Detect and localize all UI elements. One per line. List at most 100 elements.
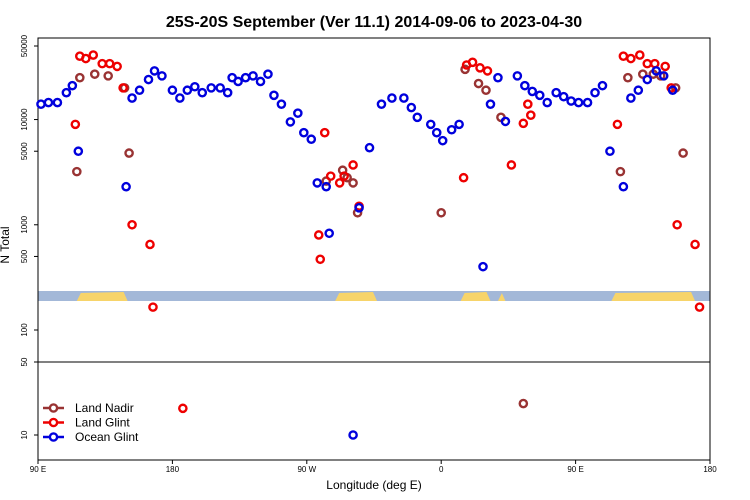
data-point xyxy=(597,80,608,91)
y-tick-label: 50000 xyxy=(20,34,29,57)
data-point xyxy=(348,430,358,440)
x-tick-label: 0 xyxy=(439,465,444,474)
data-point xyxy=(285,117,296,127)
data-point xyxy=(523,99,533,109)
data-point xyxy=(233,76,243,87)
data-point xyxy=(387,93,397,103)
data-point xyxy=(678,148,688,158)
data-point xyxy=(649,58,660,69)
data-point xyxy=(43,97,54,108)
data-point xyxy=(436,207,447,218)
data-point xyxy=(437,135,448,146)
data-point xyxy=(623,72,633,83)
data-point xyxy=(475,63,485,73)
x-tick-label: 90 E xyxy=(30,465,46,474)
data-point xyxy=(134,85,145,96)
data-point xyxy=(618,51,629,61)
data-point xyxy=(406,102,417,113)
legend-label: Land Nadir xyxy=(75,401,134,415)
data-point xyxy=(658,71,669,81)
data-point xyxy=(72,166,82,177)
data-point xyxy=(672,219,682,230)
data-point xyxy=(506,160,517,170)
data-point xyxy=(127,93,137,103)
plot-frame xyxy=(37,37,711,461)
data-point xyxy=(615,166,626,177)
data-point xyxy=(276,99,287,109)
data-point xyxy=(512,71,523,81)
data-point xyxy=(542,97,553,108)
data-point xyxy=(638,69,648,79)
data-point xyxy=(518,118,529,129)
data-point xyxy=(206,83,217,93)
data-point xyxy=(88,50,99,60)
data-point xyxy=(642,74,653,85)
data-point xyxy=(73,146,84,157)
data-point xyxy=(319,127,330,138)
land-segment xyxy=(460,292,491,301)
x-tick-label: 180 xyxy=(166,465,180,474)
data-point xyxy=(222,87,233,98)
data-point xyxy=(145,239,155,250)
data-point xyxy=(321,181,332,192)
y-tick-label: 10000 xyxy=(20,108,29,131)
data-point xyxy=(573,97,584,108)
data-point xyxy=(97,58,108,69)
x-tick-label: 180 xyxy=(703,465,717,474)
data-point xyxy=(590,87,600,98)
data-point xyxy=(582,97,593,108)
data-point xyxy=(605,146,615,157)
data-point xyxy=(182,85,193,96)
data-point xyxy=(52,97,63,108)
data-point xyxy=(660,61,671,72)
data-point xyxy=(248,71,258,81)
y-tick-label: 100 xyxy=(20,323,29,337)
data-point xyxy=(143,74,154,85)
data-point xyxy=(467,57,478,68)
data-point xyxy=(157,71,167,81)
data-point xyxy=(520,80,530,91)
legend-marker xyxy=(48,403,59,413)
land-ocean-strip xyxy=(38,291,710,301)
data-point xyxy=(89,69,100,79)
land-segment xyxy=(76,292,128,301)
data-point xyxy=(299,127,309,138)
data-points xyxy=(36,50,705,440)
data-point xyxy=(551,87,561,98)
data-point xyxy=(124,148,134,158)
data-point xyxy=(70,119,81,130)
data-point xyxy=(148,302,158,312)
data-point xyxy=(431,127,442,138)
data-point xyxy=(306,134,317,145)
data-point xyxy=(558,91,569,102)
axes: 90 E 180 90 W 0 90 E 180 50000 10000 5000 1000 500… xyxy=(20,34,717,474)
data-point xyxy=(103,71,113,81)
data-point xyxy=(354,202,364,213)
data-point xyxy=(642,58,653,69)
data-point xyxy=(75,72,85,83)
y-axis-label: N Total xyxy=(0,226,12,263)
data-point xyxy=(481,85,491,96)
data-point xyxy=(263,69,273,79)
data-point xyxy=(518,398,529,409)
data-point xyxy=(493,72,503,83)
data-point xyxy=(690,239,700,250)
legend-marker xyxy=(48,432,59,442)
data-point xyxy=(566,96,576,106)
data-point xyxy=(312,178,323,188)
data-point xyxy=(197,87,208,98)
data-point xyxy=(412,112,423,123)
data-point xyxy=(121,181,131,192)
data-point xyxy=(651,66,662,76)
data-point xyxy=(527,86,538,97)
data-point xyxy=(667,85,678,96)
data-point xyxy=(534,90,545,101)
data-point xyxy=(149,66,160,76)
data-point xyxy=(334,178,345,188)
data-point xyxy=(175,93,185,103)
land-segment xyxy=(611,292,696,301)
data-point xyxy=(635,50,645,60)
data-point xyxy=(618,181,629,192)
y-tick-label: 50 xyxy=(20,357,29,366)
